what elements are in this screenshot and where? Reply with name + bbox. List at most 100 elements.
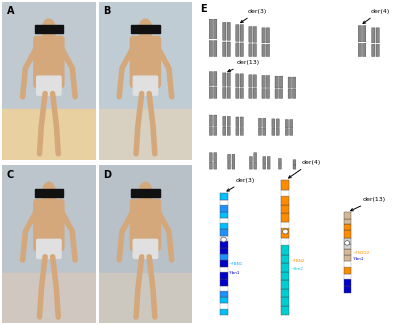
FancyBboxPatch shape xyxy=(34,200,64,251)
FancyBboxPatch shape xyxy=(214,87,217,98)
Bar xyxy=(220,218,228,223)
FancyBboxPatch shape xyxy=(209,115,212,126)
FancyBboxPatch shape xyxy=(249,75,252,87)
FancyBboxPatch shape xyxy=(37,240,61,258)
FancyBboxPatch shape xyxy=(209,87,212,98)
Bar xyxy=(35,25,63,33)
FancyBboxPatch shape xyxy=(240,88,244,98)
FancyBboxPatch shape xyxy=(285,128,288,135)
FancyBboxPatch shape xyxy=(266,28,270,43)
Bar xyxy=(2,273,96,323)
Circle shape xyxy=(282,229,288,234)
FancyBboxPatch shape xyxy=(240,25,244,41)
FancyBboxPatch shape xyxy=(263,164,266,169)
Bar xyxy=(220,308,228,315)
FancyBboxPatch shape xyxy=(236,25,239,41)
FancyBboxPatch shape xyxy=(279,89,283,98)
FancyBboxPatch shape xyxy=(249,88,252,98)
FancyBboxPatch shape xyxy=(293,160,296,165)
FancyBboxPatch shape xyxy=(130,200,160,251)
FancyBboxPatch shape xyxy=(267,164,270,169)
Bar xyxy=(220,303,228,308)
Bar xyxy=(344,279,351,286)
Text: B: B xyxy=(103,6,111,16)
Bar xyxy=(131,188,160,197)
FancyBboxPatch shape xyxy=(209,19,212,39)
Bar xyxy=(281,280,289,289)
FancyBboxPatch shape xyxy=(292,89,296,98)
Bar xyxy=(35,188,63,197)
Circle shape xyxy=(344,241,350,245)
FancyBboxPatch shape xyxy=(278,164,281,169)
FancyBboxPatch shape xyxy=(376,28,379,43)
FancyBboxPatch shape xyxy=(376,44,379,57)
Bar xyxy=(344,244,351,249)
FancyBboxPatch shape xyxy=(250,157,252,163)
Bar xyxy=(98,273,192,323)
Bar xyxy=(98,110,192,160)
Bar xyxy=(344,266,351,274)
Bar xyxy=(344,238,351,244)
Text: der(13): der(13) xyxy=(351,197,386,211)
FancyBboxPatch shape xyxy=(358,26,362,42)
Bar xyxy=(220,223,228,229)
Bar xyxy=(281,213,289,222)
FancyBboxPatch shape xyxy=(223,42,226,57)
FancyBboxPatch shape xyxy=(276,128,279,135)
FancyBboxPatch shape xyxy=(227,73,230,86)
FancyBboxPatch shape xyxy=(278,159,281,164)
Bar xyxy=(98,165,192,276)
FancyBboxPatch shape xyxy=(275,76,278,88)
Bar xyxy=(344,274,351,279)
FancyBboxPatch shape xyxy=(253,75,256,87)
Text: D: D xyxy=(103,170,111,180)
Bar xyxy=(281,297,289,306)
FancyBboxPatch shape xyxy=(253,88,256,98)
Circle shape xyxy=(139,182,152,204)
FancyBboxPatch shape xyxy=(240,74,244,87)
Bar xyxy=(220,248,228,254)
FancyBboxPatch shape xyxy=(223,116,226,126)
FancyBboxPatch shape xyxy=(262,75,265,87)
Bar xyxy=(220,212,228,218)
Bar xyxy=(344,286,351,293)
FancyBboxPatch shape xyxy=(227,87,230,98)
FancyBboxPatch shape xyxy=(240,127,243,135)
FancyBboxPatch shape xyxy=(227,116,230,126)
Text: ~FBN1: ~FBN1 xyxy=(229,262,243,266)
FancyBboxPatch shape xyxy=(227,22,230,40)
FancyBboxPatch shape xyxy=(240,43,244,57)
FancyBboxPatch shape xyxy=(232,154,235,162)
FancyBboxPatch shape xyxy=(227,42,230,57)
FancyBboxPatch shape xyxy=(254,153,257,162)
FancyBboxPatch shape xyxy=(267,157,270,163)
FancyBboxPatch shape xyxy=(262,88,265,98)
Bar xyxy=(281,189,289,196)
Bar xyxy=(220,279,228,286)
FancyBboxPatch shape xyxy=(272,119,275,128)
FancyBboxPatch shape xyxy=(249,27,252,42)
Bar xyxy=(46,30,52,43)
Bar xyxy=(2,165,96,276)
FancyBboxPatch shape xyxy=(223,22,226,40)
Bar xyxy=(131,25,160,33)
Bar xyxy=(344,224,351,230)
Bar xyxy=(344,219,351,224)
FancyBboxPatch shape xyxy=(253,44,256,57)
Bar xyxy=(98,2,192,112)
FancyBboxPatch shape xyxy=(130,36,160,87)
FancyBboxPatch shape xyxy=(254,162,257,169)
Bar xyxy=(344,249,351,255)
FancyBboxPatch shape xyxy=(209,41,212,57)
Bar xyxy=(2,2,96,112)
Bar xyxy=(281,272,289,280)
FancyBboxPatch shape xyxy=(209,127,212,135)
FancyBboxPatch shape xyxy=(293,165,296,169)
FancyBboxPatch shape xyxy=(292,77,296,88)
FancyBboxPatch shape xyxy=(372,28,375,43)
Bar xyxy=(220,200,228,205)
FancyBboxPatch shape xyxy=(358,43,362,57)
Bar xyxy=(281,263,289,272)
Text: der(3): der(3) xyxy=(241,9,267,23)
Text: E: E xyxy=(200,4,207,14)
